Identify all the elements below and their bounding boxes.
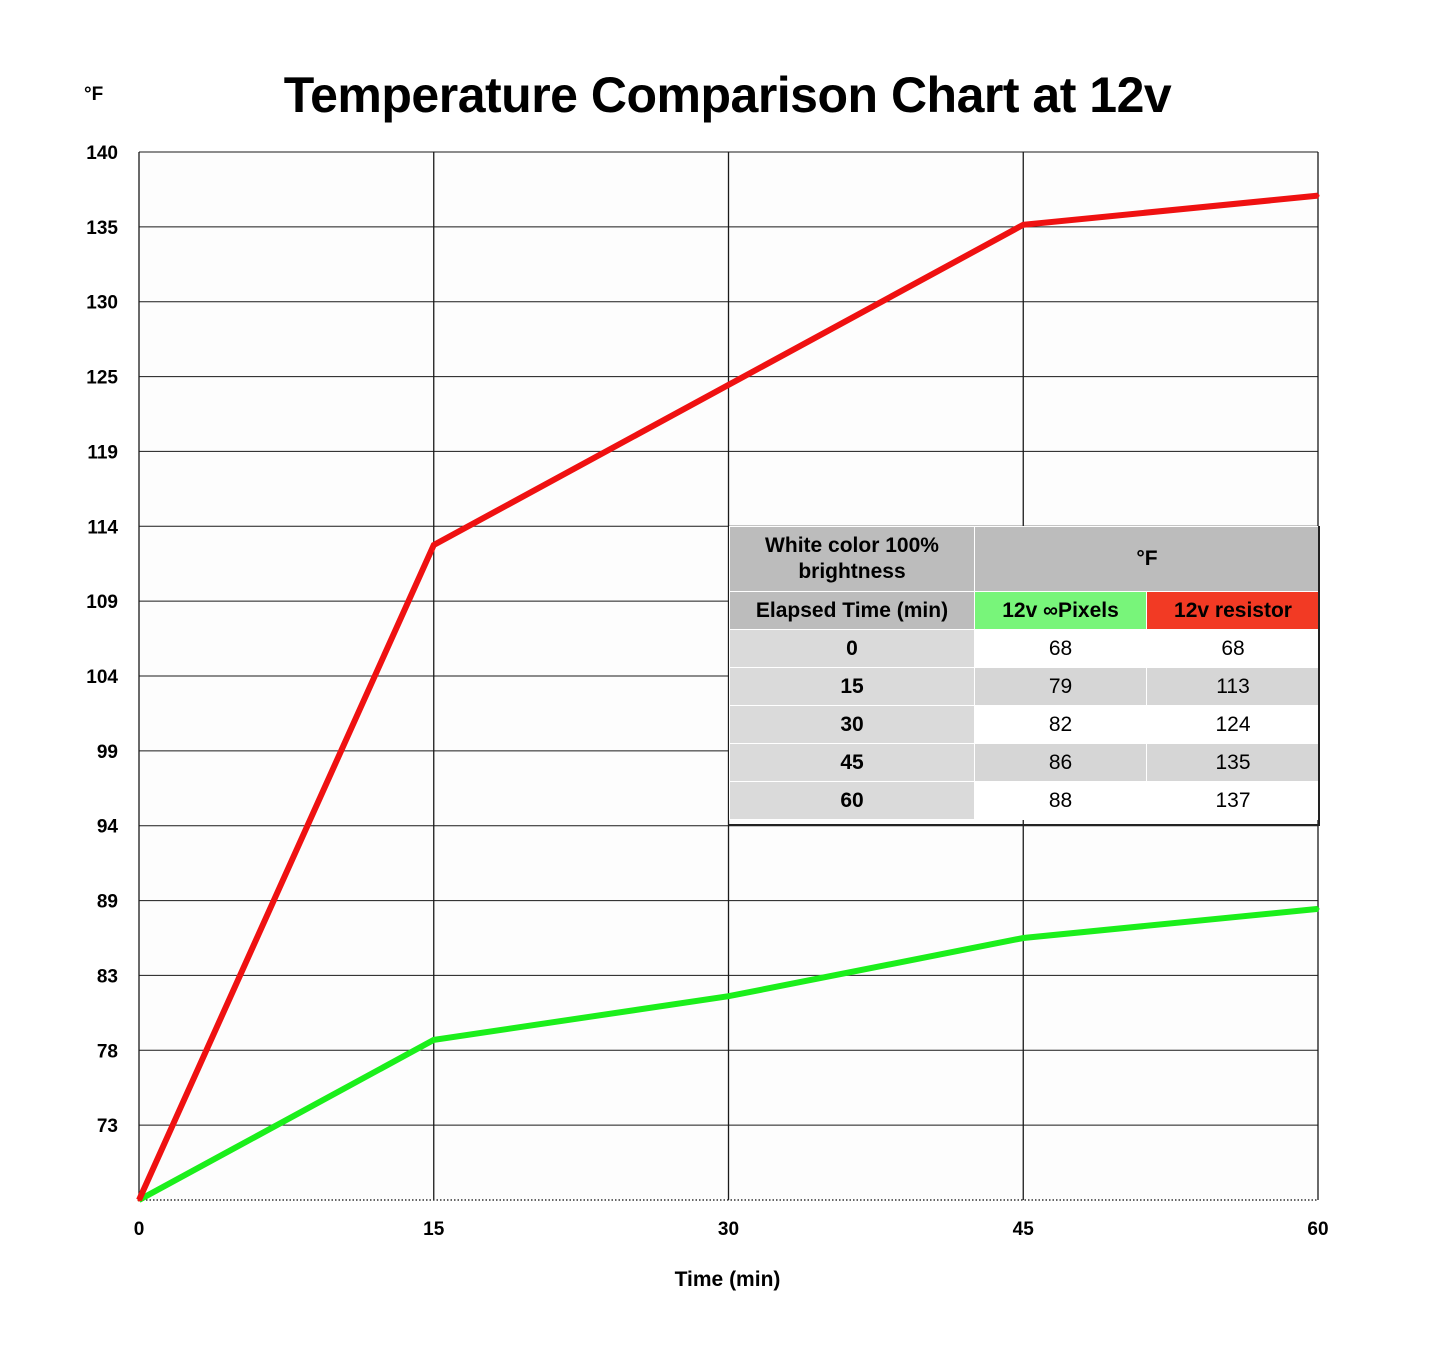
y-tick-label: 140 [86, 143, 118, 164]
table-cell-resistor: 68 [1145, 629, 1321, 668]
data-point-12v-resistor [1021, 223, 1025, 227]
chart-title: Temperature Comparison Chart at 12v [283, 67, 1172, 123]
x-tick-label: 45 [1013, 1219, 1035, 1240]
x-tick-label: 0 [134, 1219, 145, 1240]
y-tick-label: 73 [97, 1116, 118, 1137]
table-header-unit: °F [973, 526, 1321, 592]
x-tick-label: 60 [1307, 1219, 1328, 1240]
table-cell-time: 15 [729, 667, 975, 706]
data-point-12v-pixels [432, 1038, 436, 1042]
series-lines [136, 192, 1320, 1203]
y-tick-label: 78 [97, 1041, 118, 1062]
table-row: 30 82 124 [729, 705, 1321, 744]
table-cell-resistor: 113 [1145, 667, 1321, 706]
table-col-pixels: 12v ∞Pixels [974, 591, 1147, 630]
y-tick-label: 119 [87, 442, 118, 463]
table-row: 0 68 68 [729, 629, 1321, 668]
y-axis-unit-label: °F [84, 84, 104, 105]
table-cell-resistor: 135 [1145, 743, 1321, 782]
y-tick-label: 130 [86, 293, 118, 314]
table-cell-pixels: 88 [974, 781, 1147, 820]
table-row: 60 88 137 [729, 781, 1321, 820]
table-cell-time: 60 [729, 781, 975, 820]
x-tick-labels: 0 15 30 45 60 [134, 1219, 1329, 1240]
table-header-condition: White color 100% brightness [729, 526, 975, 592]
table-cell-resistor: 137 [1145, 781, 1321, 820]
y-tick-label: 114 [87, 517, 118, 538]
table-cell-time: 0 [729, 629, 975, 668]
data-point-12v-resistor [137, 1198, 141, 1202]
data-point-12v-pixels [1316, 907, 1320, 911]
y-tick-label: 135 [86, 218, 118, 239]
y-tick-label: 99 [97, 742, 118, 763]
table-col-resistor: 12v resistor [1145, 591, 1321, 630]
x-axis-label: Time (min) [674, 1268, 781, 1291]
table-col-elapsed-time: Elapsed Time (min) [729, 591, 975, 630]
table-cell-pixels: 79 [974, 667, 1147, 706]
data-point-12v-resistor [1316, 194, 1320, 198]
y-tick-label: 89 [97, 892, 118, 913]
data-table: White color 100% brightness °F Elapsed T… [729, 526, 1321, 820]
y-tick-label: 104 [86, 667, 118, 688]
table-row: 45 86 135 [729, 743, 1321, 782]
data-point-12v-resistor [432, 543, 436, 547]
grid [138, 151, 1319, 1201]
table-cell-time: 45 [729, 743, 975, 782]
table-cell-pixels: 86 [974, 743, 1147, 782]
x-tick-label: 15 [423, 1219, 445, 1240]
y-tick-label: 125 [86, 368, 118, 389]
data-point-12v-resistor [727, 383, 730, 387]
table-cell-pixels: 82 [974, 705, 1147, 744]
table-cell-resistor: 124 [1145, 705, 1321, 744]
table-cell-pixels: 68 [974, 629, 1147, 668]
data-point-12v-pixels [1021, 936, 1025, 940]
y-tick-labels: 140 135 130 125 119 114 109 104 99 94 89 83 78 73 [86, 143, 118, 1137]
data-point-12v-pixels [727, 994, 730, 998]
table-row: 15 79 113 [729, 667, 1321, 706]
y-tick-label: 83 [97, 966, 118, 987]
table-cell-time: 30 [729, 705, 975, 744]
y-tick-label: 94 [97, 817, 119, 838]
x-tick-label: 30 [718, 1219, 739, 1240]
y-tick-label: 109 [86, 592, 118, 613]
